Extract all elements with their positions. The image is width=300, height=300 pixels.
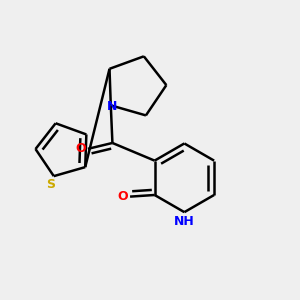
Text: S: S bbox=[46, 178, 55, 191]
Text: O: O bbox=[118, 190, 128, 203]
Text: N: N bbox=[107, 100, 118, 113]
Text: NH: NH bbox=[174, 215, 195, 228]
Text: O: O bbox=[75, 142, 86, 155]
